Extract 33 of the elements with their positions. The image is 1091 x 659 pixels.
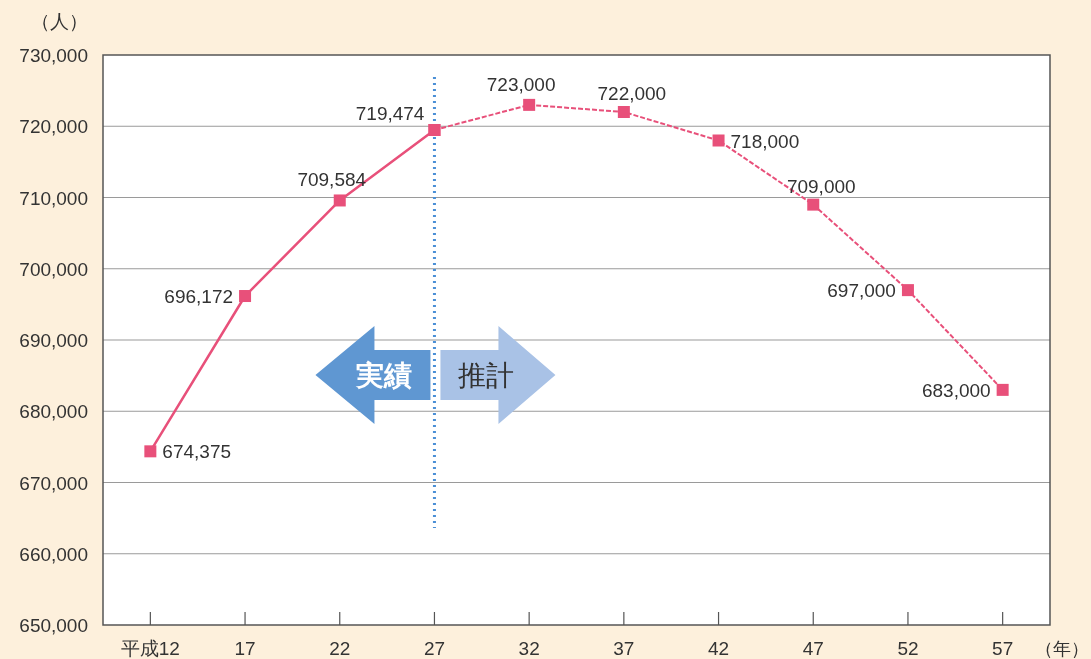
data-label: 709,584 (297, 169, 367, 191)
y-axis-title: （人） (31, 11, 88, 32)
annotation: 推計 (458, 360, 515, 391)
x-tick-label: 47 (802, 638, 824, 659)
x-tick-label: 平成12 (120, 638, 180, 659)
data-label: 674,375 (162, 441, 232, 463)
data-label: 722,000 (597, 83, 667, 104)
x-tick-label: 52 (897, 638, 919, 659)
y-tick-label: 660,000 (19, 543, 88, 565)
y-tick-label: 690,000 (19, 330, 88, 351)
x-tick-label: 57 (992, 638, 1014, 659)
data-label: 683,000 (921, 379, 991, 401)
y-tick-label: 700,000 (19, 258, 88, 280)
data-label: 696,172 (164, 286, 234, 308)
y-tick-label: 720,000 (19, 116, 88, 138)
y-tick-label: 710,000 (19, 187, 88, 209)
data-label: 723,000 (486, 73, 556, 95)
y-tick-label: 670,000 (19, 472, 88, 494)
x-tick-label: 37 (613, 638, 635, 659)
data-label: 718,000 (730, 130, 800, 152)
data-label: 697,000 (827, 280, 896, 302)
x-tick-label: 42 (707, 638, 730, 659)
x-tick-label: 27 (423, 638, 446, 659)
annotation: 実績 (355, 360, 413, 391)
data-label: 719,474 (355, 103, 425, 124)
x-tick-label: 22 (329, 638, 351, 659)
x-tick-label: 32 (518, 638, 540, 659)
y-tick-label: 650,000 (19, 615, 88, 636)
x-axis-title: （年） (1035, 639, 1089, 659)
x-tick-label: 17 (234, 638, 256, 659)
y-tick-label: 730,000 (19, 45, 88, 66)
y-tick-label: 680,000 (19, 401, 88, 423)
data-label: 709,000 (786, 175, 856, 197)
